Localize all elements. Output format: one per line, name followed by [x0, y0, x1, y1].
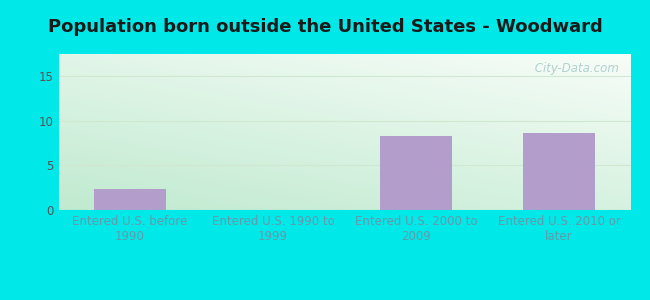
Bar	[523, 133, 595, 210]
Text: Population born outside the United States - Woodward: Population born outside the United State…	[47, 18, 603, 36]
Bar	[380, 136, 452, 210]
Bar	[94, 190, 166, 210]
Text: City-Data.com: City-Data.com	[531, 62, 619, 75]
